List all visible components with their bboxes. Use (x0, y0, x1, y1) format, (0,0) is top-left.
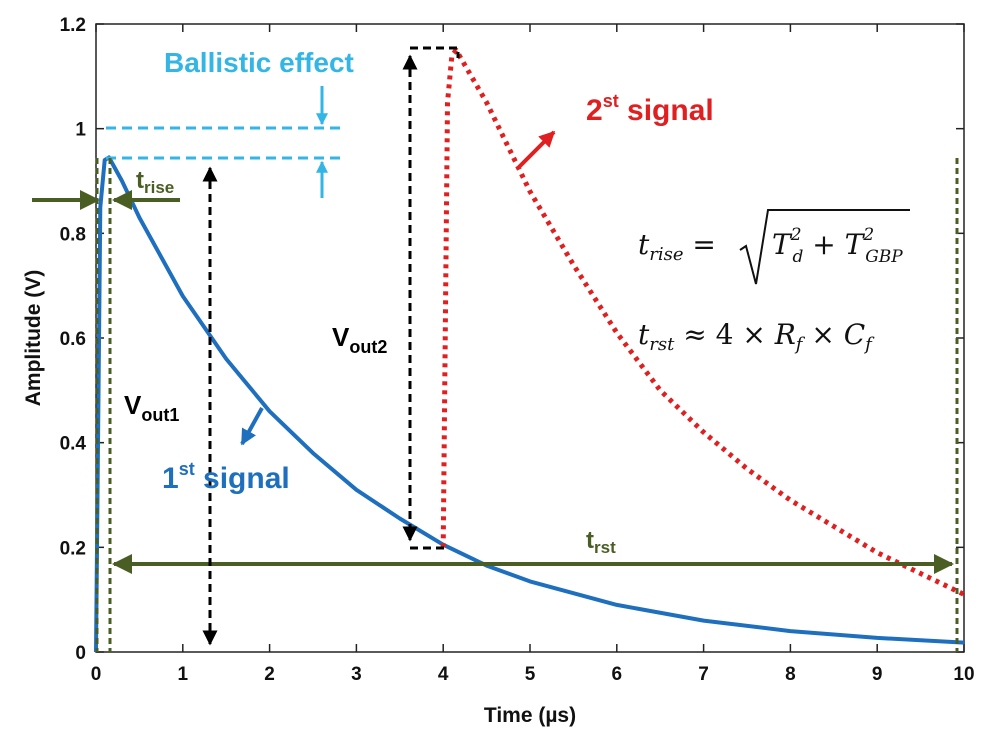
vout2-label: Vout2 (332, 322, 387, 357)
vout2-bracket-top (410, 46, 460, 58)
second-signal-label: 2st signal (586, 91, 714, 127)
x-tick-label: 8 (785, 664, 796, 685)
x-tick-label: 3 (351, 664, 362, 685)
x-axis-title: Time (µs) (484, 704, 576, 727)
ballistic-effect-label: Ballistic effect (164, 47, 354, 78)
y-tick-label: 0.2 (60, 538, 86, 559)
y-tick-label: 0.6 (60, 329, 86, 350)
first-signal-arrow (240, 407, 264, 446)
formula-trise-radicand: T2 d + T2 GBP (772, 225, 903, 267)
sqrt-sign (739, 209, 910, 285)
axis-ticks: 0 1 2 3 4 5 6 7 8 9 10 0 0.2 0.4 0.6 0.8 1 1.2 (60, 15, 975, 685)
x-tick-label: 0 (91, 664, 102, 685)
x-tick-label: 10 (953, 664, 974, 685)
x-tick-label: 2 (264, 664, 275, 685)
formula-trise: trise = T2 d + T2 GBP (638, 209, 910, 285)
x-tick-label: 1 (178, 664, 189, 685)
second-signal-arrow (516, 130, 556, 170)
x-tick-label: 6 (612, 664, 623, 685)
trise-label: trise (136, 167, 174, 197)
second-signal-line (440, 47, 966, 597)
y-tick-label: 0 (75, 643, 86, 664)
vout1-label: Vout1 (124, 390, 179, 425)
trst-label: trst (586, 527, 616, 557)
x-tick-label: 4 (438, 664, 449, 685)
y-tick-label: 0.4 (60, 434, 87, 455)
y-tick-label: 0.8 (60, 224, 86, 245)
x-tick-label: 7 (698, 664, 709, 685)
y-tick-label: 1.2 (60, 15, 86, 36)
x-tick-label: 9 (872, 664, 883, 685)
formula-trise-lhs: trise = (638, 228, 716, 265)
x-tick-label: 5 (525, 664, 536, 685)
y-axis-title: Amplitude (V) (22, 270, 45, 407)
y-tick-label: 1 (75, 120, 86, 141)
formula-trst: trst ≈ 4 × Rf × Cf (638, 318, 875, 355)
first-signal-label: 1st signal (162, 459, 290, 495)
series-group (94, 47, 966, 653)
